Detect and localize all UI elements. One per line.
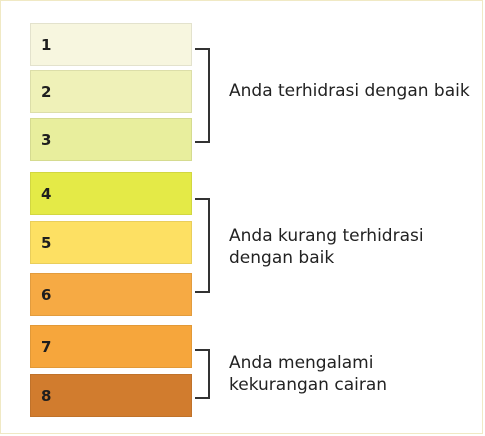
urine-color-swatch-1: 1 [30,23,192,66]
urine-color-swatch-8: 8 [30,374,192,417]
urine-color-swatch-5: 5 [30,221,192,264]
level-number: 1 [41,35,52,54]
urine-color-swatch-3: 3 [30,118,192,161]
level-number: 8 [41,386,52,405]
urine-color-swatch-4: 4 [30,172,192,215]
group-bracket-hydrated [195,48,210,143]
urine-color-swatch-6: 6 [30,273,192,316]
level-number: 7 [41,337,52,356]
level-number: 3 [41,130,52,149]
urine-color-swatch-7: 7 [30,325,192,368]
group-label-hydrated: Anda terhidrasi dengan baik [229,81,470,101]
level-number: 6 [41,285,52,304]
level-number: 5 [41,233,52,252]
group-bracket-dehydrated [195,349,210,399]
urine-color-swatch-2: 2 [30,70,192,113]
level-number: 4 [41,184,52,203]
group-bracket-under-hydrated [195,198,210,293]
group-label-under-hydrated: Anda kurang terhidrasi dengan baik [229,226,424,268]
level-number: 2 [41,82,52,101]
group-label-dehydrated: Anda mengalami kekurangan cairan [229,353,388,395]
